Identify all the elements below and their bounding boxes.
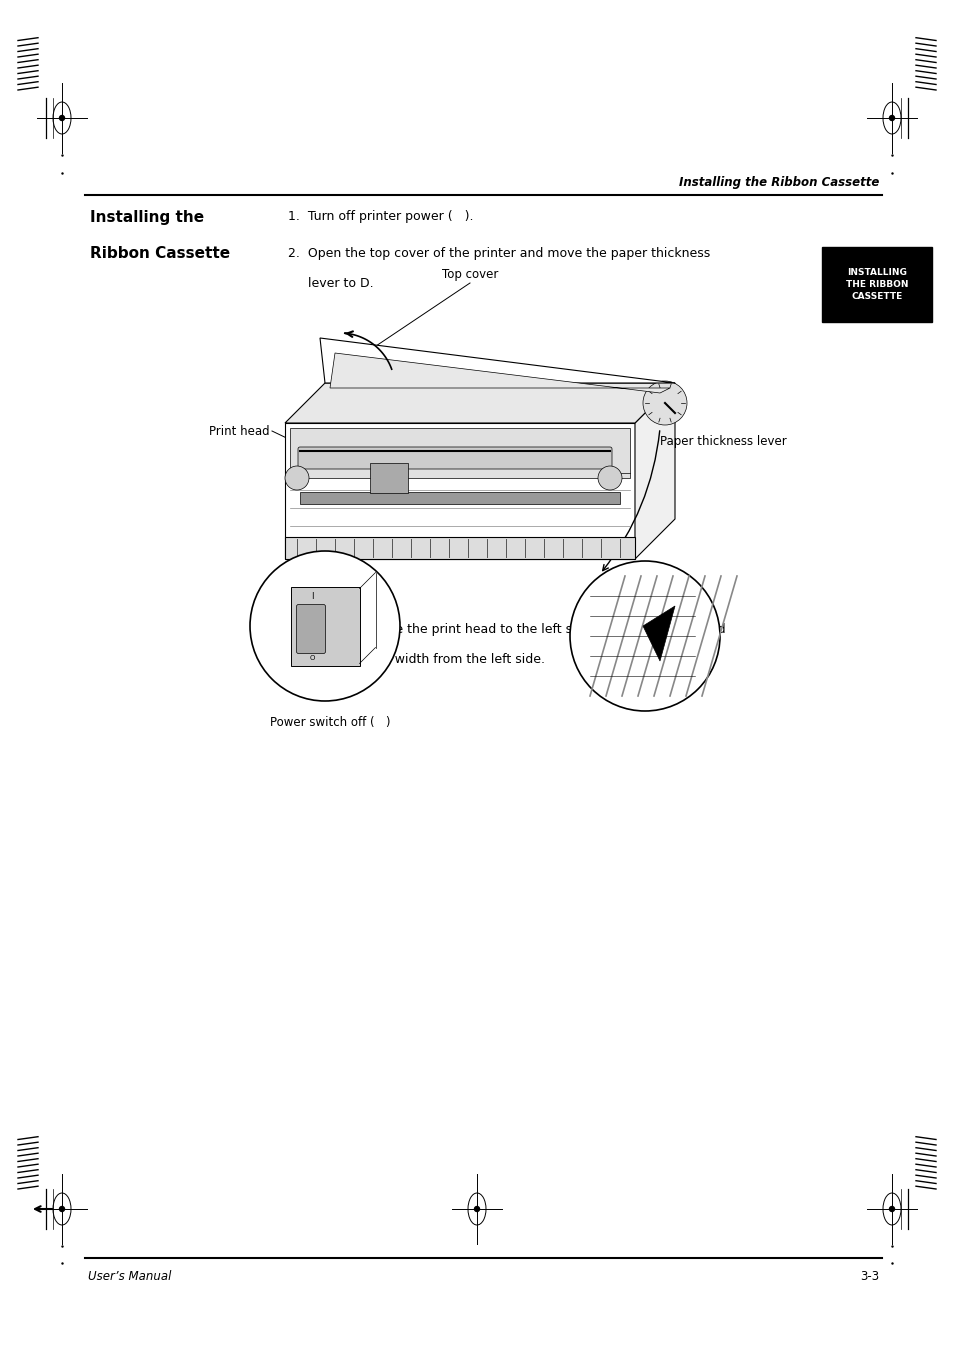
Polygon shape [290,428,629,478]
Circle shape [285,466,309,490]
Text: INSTALLING
THE RIBBON
CASSETTE: INSTALLING THE RIBBON CASSETTE [845,269,907,301]
Circle shape [888,115,894,120]
Polygon shape [642,607,675,661]
FancyBboxPatch shape [299,492,619,504]
Circle shape [59,115,65,120]
Circle shape [250,551,399,701]
FancyBboxPatch shape [297,447,612,469]
Text: 3-3: 3-3 [859,1270,878,1283]
Text: of the printer width from the left side.: of the printer width from the left side. [288,653,544,666]
Text: Paper thickness lever: Paper thickness lever [659,435,786,447]
Text: User’s Manual: User’s Manual [88,1270,172,1283]
Text: Installing the Ribbon Cassette: Installing the Ribbon Cassette [678,176,878,189]
FancyBboxPatch shape [821,247,931,322]
Text: I: I [311,592,314,601]
Polygon shape [330,353,669,393]
Text: lever to D.: lever to D. [288,277,374,290]
Polygon shape [285,382,675,423]
Polygon shape [285,423,635,559]
Polygon shape [319,338,675,382]
Text: O: O [310,654,314,661]
Text: 3.  Manually move the print head to the left side so that it is one third: 3. Manually move the print head to the l… [288,623,725,636]
Text: Ribbon Cassette: Ribbon Cassette [90,246,230,261]
Text: Installing the: Installing the [90,209,204,226]
Text: 1.  Turn off printer power (   ).: 1. Turn off printer power ( ). [288,209,473,223]
Text: 2.  Open the top cover of the printer and move the paper thickness: 2. Open the top cover of the printer and… [288,247,709,259]
FancyBboxPatch shape [291,586,359,666]
Text: Print head: Print head [209,424,270,438]
Circle shape [474,1206,479,1212]
Circle shape [59,1206,65,1212]
Circle shape [888,1206,894,1212]
Text: Top cover: Top cover [441,267,497,281]
FancyBboxPatch shape [296,604,325,654]
Circle shape [642,381,686,426]
Circle shape [569,561,720,711]
Circle shape [598,466,621,490]
FancyBboxPatch shape [370,463,408,493]
Polygon shape [635,382,675,559]
FancyBboxPatch shape [285,536,635,559]
Text: Power switch off (   ): Power switch off ( ) [270,716,390,730]
